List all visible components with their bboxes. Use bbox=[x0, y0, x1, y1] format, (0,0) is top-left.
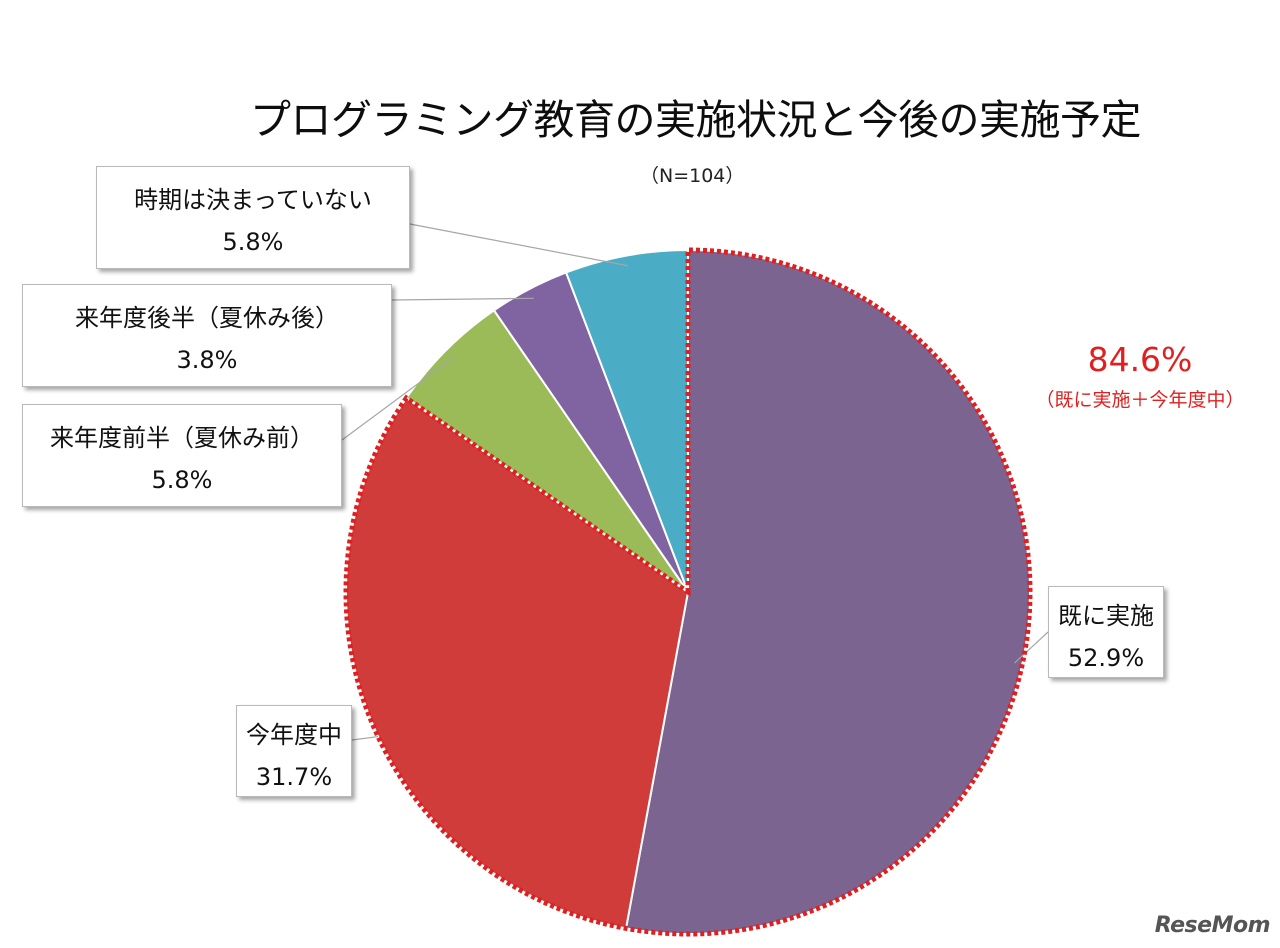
slice-value-text: 52.9% bbox=[1067, 644, 1145, 672]
pie-slice bbox=[564, 248, 689, 593]
highlight-total-note: （既に実施＋今年度中） bbox=[1035, 389, 1245, 411]
highlight-total-value: 84.6% bbox=[1087, 340, 1193, 379]
highlight-annotation: 84.6% （既に実施＋今年度中） bbox=[1020, 340, 1260, 412]
leader-line bbox=[341, 356, 454, 441]
slice-label-text: 時期は決まっていない bbox=[134, 186, 372, 214]
slice-label-text: 来年度後半（夏休み後） bbox=[75, 304, 339, 332]
slice-label-already: 既に実施 52.9% bbox=[1048, 586, 1164, 678]
chart-title: プログラミング教育の実施状況と今後の実施予定 bbox=[250, 96, 1142, 144]
slice-label-text: 既に実施 bbox=[1058, 602, 1154, 630]
slice-label-undecided: 時期は決まっていない 5.8% bbox=[96, 166, 410, 269]
slice-value-text: 3.8% bbox=[176, 346, 238, 374]
leader-line bbox=[351, 735, 379, 741]
slice-label-text: 来年度前半（夏休み前） bbox=[50, 424, 314, 452]
slice-label-this-year: 今年度中 31.7% bbox=[236, 705, 352, 797]
resemom-logo: ReseMom bbox=[1154, 913, 1271, 938]
leader-line bbox=[1014, 631, 1049, 664]
slice-value-text: 31.7% bbox=[255, 763, 333, 791]
chart-subtitle: （N=104） bbox=[640, 165, 745, 187]
highlight-outline bbox=[343, 247, 1033, 937]
slice-label-text: 今年度中 bbox=[246, 721, 342, 749]
slice-value-text: 5.8% bbox=[151, 466, 213, 494]
slice-value-text: 5.8% bbox=[222, 228, 284, 256]
slice-label-next-second-half: 来年度後半（夏休み後） 3.8% bbox=[22, 284, 392, 387]
leader-line bbox=[391, 297, 534, 301]
leader-line bbox=[409, 223, 628, 267]
slice-label-next-first-half: 来年度前半（夏休み前） 5.8% bbox=[22, 404, 342, 507]
